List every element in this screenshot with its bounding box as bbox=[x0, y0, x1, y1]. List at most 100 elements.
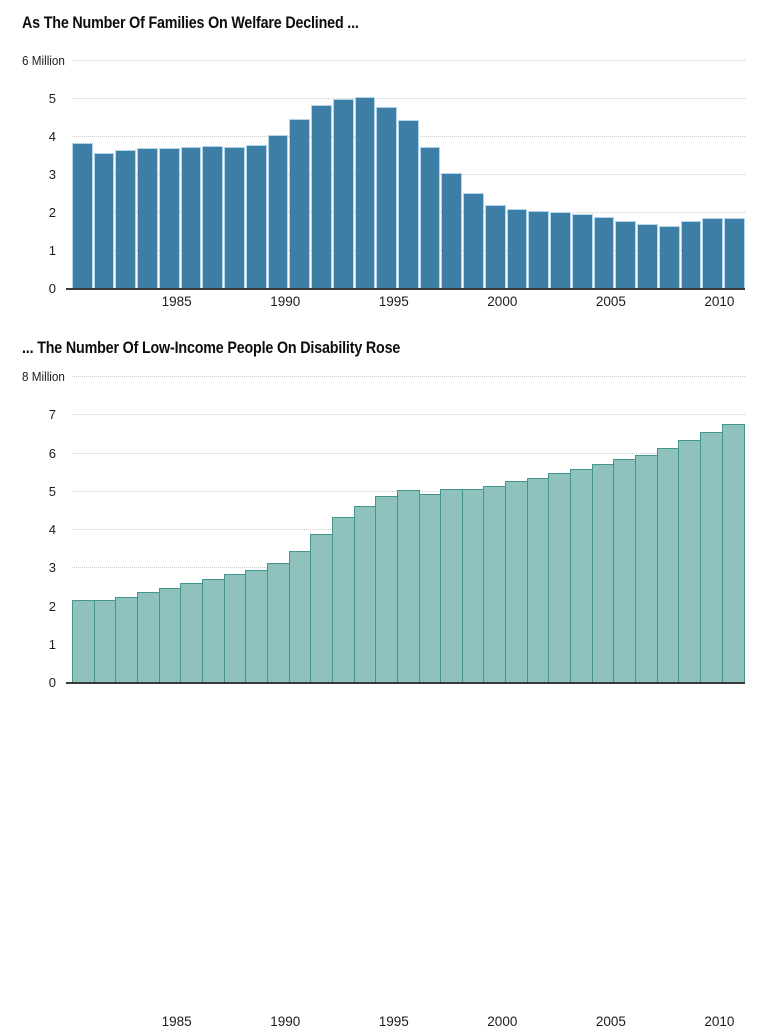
x-axis-tick-label: 2000 bbox=[487, 1014, 518, 1029]
y-axis-tick-label: 2 bbox=[48, 598, 56, 614]
gridline bbox=[72, 376, 745, 377]
bar-2000 bbox=[484, 205, 506, 289]
bar-2010 bbox=[700, 431, 724, 683]
bar-2008 bbox=[658, 225, 680, 289]
bar-1986 bbox=[180, 582, 204, 683]
y-axis-tick-label: 4 bbox=[48, 522, 56, 537]
bar-1988 bbox=[224, 146, 245, 289]
bar-2011 bbox=[721, 423, 745, 683]
y-axis-tick-label: 0 bbox=[48, 675, 56, 690]
y-axis-tick-label: 6 Million bbox=[22, 53, 65, 68]
x-axis-line bbox=[66, 682, 745, 684]
bar-2001 bbox=[505, 481, 529, 683]
gridline bbox=[72, 452, 745, 454]
x-axis-tick-label: 1985 bbox=[161, 294, 192, 309]
bar-1984 bbox=[136, 591, 161, 683]
bar-2010 bbox=[702, 217, 724, 289]
bar-series bbox=[72, 61, 745, 289]
y-axis-tick-label: 1 bbox=[48, 243, 56, 258]
y-axis-tick-label: 1 bbox=[48, 636, 56, 652]
bar-1987 bbox=[202, 146, 224, 289]
bar-2007 bbox=[637, 224, 658, 289]
gridline bbox=[72, 60, 745, 61]
bar-1991 bbox=[289, 119, 311, 289]
x-axis-tick-label: 2010 bbox=[704, 294, 735, 309]
x-axis-tick-label: 1990 bbox=[270, 1014, 301, 1029]
y-axis-tick-label: 6 bbox=[48, 445, 56, 461]
x-axis-tick-label: 1995 bbox=[378, 294, 409, 309]
bar-2004 bbox=[571, 214, 593, 289]
bar-1982 bbox=[93, 600, 117, 683]
y-axis-tick-label: 8 Million bbox=[22, 369, 65, 384]
x-axis-tick-label: 2010 bbox=[704, 1014, 735, 1029]
bar-1995 bbox=[376, 106, 398, 289]
x-axis-line bbox=[66, 288, 745, 290]
plot-area-disability: 0 1 2 3 4 5 6 7 8 Million bbox=[22, 370, 745, 690]
bar-2003 bbox=[548, 473, 572, 683]
bar-2008 bbox=[656, 447, 680, 683]
bar-2002 bbox=[526, 477, 550, 683]
y-axis-tick-label: 5 bbox=[48, 483, 56, 499]
bar-2004 bbox=[570, 468, 594, 683]
plot-area-welfare: 0 1 2 3 4 5 6 Million bbox=[22, 54, 745, 296]
chart-title-welfare: As The Number Of Families On Welfare Dec… bbox=[22, 13, 359, 32]
bar-1994 bbox=[353, 505, 377, 683]
gridline bbox=[72, 98, 745, 99]
bar-1983 bbox=[115, 150, 137, 289]
y-axis-tick-label: 3 bbox=[48, 167, 56, 182]
x-axis-tick-label: 1990 bbox=[270, 294, 301, 309]
bar-2009 bbox=[678, 439, 702, 683]
x-axis-tick-label: 2005 bbox=[595, 1014, 626, 1029]
bar-1997 bbox=[418, 493, 442, 683]
bar-1985 bbox=[158, 588, 182, 683]
bar-1997 bbox=[419, 146, 441, 289]
gridline bbox=[72, 414, 745, 416]
y-axis-tick-label: 3 bbox=[48, 560, 56, 576]
x-axis-tick-label: 1985 bbox=[161, 1014, 192, 1029]
bar-2006 bbox=[613, 459, 637, 683]
bar-1998 bbox=[440, 489, 464, 683]
bar-2002 bbox=[528, 210, 550, 289]
bar-1996 bbox=[396, 490, 420, 683]
bar-2009 bbox=[680, 221, 702, 289]
bar-1991 bbox=[288, 551, 312, 683]
bar-1999 bbox=[461, 488, 485, 683]
bar-1988 bbox=[223, 574, 247, 683]
bar-1993 bbox=[331, 517, 356, 683]
y-axis-tick-label: 0 bbox=[48, 281, 56, 296]
bar-series bbox=[72, 377, 745, 683]
bar-1981 bbox=[72, 599, 96, 683]
disability-recipients-chart: ... The Number Of Low-Income People On D… bbox=[0, 326, 780, 1029]
bar-1992 bbox=[310, 533, 334, 683]
bar-1990 bbox=[267, 135, 289, 289]
bar-2003 bbox=[550, 212, 571, 289]
bar-1994 bbox=[354, 97, 376, 289]
bar-2000 bbox=[483, 485, 507, 683]
bar-2005 bbox=[593, 216, 615, 289]
bar-2007 bbox=[635, 454, 659, 683]
y-axis-tick-label: 7 bbox=[48, 407, 56, 423]
bar-1986 bbox=[180, 146, 202, 289]
bar-1995 bbox=[375, 496, 399, 683]
bar-2005 bbox=[591, 464, 615, 683]
bar-1998 bbox=[441, 173, 463, 289]
x-axis-tick-label: 1995 bbox=[378, 1014, 409, 1029]
bar-1982 bbox=[93, 152, 115, 289]
x-axis-tick-label: 2000 bbox=[487, 294, 518, 309]
bar-1984 bbox=[137, 147, 158, 289]
bar-1989 bbox=[245, 569, 269, 683]
bar-1983 bbox=[115, 596, 139, 683]
bar-1999 bbox=[463, 192, 484, 289]
y-axis-tick-label: 5 bbox=[48, 91, 56, 106]
bar-1990 bbox=[266, 562, 291, 683]
bar-1985 bbox=[158, 148, 180, 289]
bar-1987 bbox=[201, 578, 226, 683]
y-axis-tick-label: 4 bbox=[48, 129, 56, 144]
bar-1993 bbox=[332, 99, 354, 289]
bar-2001 bbox=[506, 208, 528, 289]
bar-1992 bbox=[311, 105, 332, 289]
chart-title-disability: ... The Number Of Low-Income People On D… bbox=[22, 338, 401, 357]
x-axis-tick-label: 2005 bbox=[595, 294, 626, 309]
bar-2011 bbox=[724, 217, 745, 289]
bar-1996 bbox=[398, 119, 419, 289]
